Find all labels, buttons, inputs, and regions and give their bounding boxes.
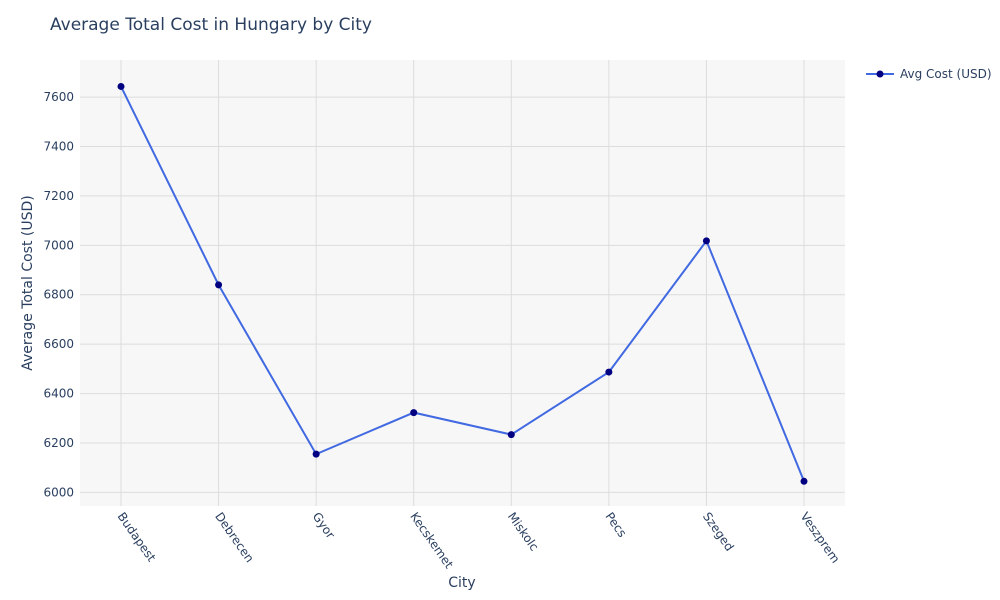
y-tick-label: 7400 <box>43 139 74 153</box>
y-axis-title: Average Total Cost (USD) <box>20 195 36 371</box>
x-tick-label: Kecskemet <box>407 510 456 572</box>
data-point-budapest[interactable] <box>117 82 125 90</box>
y-tick-label: 7600 <box>43 90 74 104</box>
y-tick-label: 7200 <box>43 189 74 203</box>
series-layer <box>117 82 808 485</box>
legend-label: Avg Cost (USD) <box>900 67 992 81</box>
x-tick-label: Veszprem <box>798 510 843 566</box>
data-point-szeged[interactable] <box>702 237 710 245</box>
y-tick-label: 6600 <box>43 337 74 351</box>
y-tick-label: 6800 <box>43 288 74 302</box>
y-tick-label: 7000 <box>43 238 74 252</box>
data-point-pecs[interactable] <box>605 368 613 376</box>
x-axis-title: City <box>448 575 475 591</box>
data-point-kecskemet[interactable] <box>410 409 418 417</box>
x-tick-label: Debrecen <box>212 510 257 565</box>
x-axis-ticks: Budapest Debrecen Gyor Kecskemet Miskolc Pecs… <box>115 510 843 572</box>
legend[interactable]: Avg Cost (USD) <box>866 67 992 81</box>
chart-title: Average Total Cost in Hungary by City <box>50 15 372 35</box>
x-tick-label: Budapest <box>115 510 159 565</box>
y-axis-ticks: 6000 6200 6400 6600 6800 7000 7200 7400 7600 <box>43 90 74 499</box>
data-point-debrecen[interactable] <box>215 281 223 289</box>
legend-marker-icon <box>876 70 884 78</box>
x-tick-label: Szeged <box>700 510 737 554</box>
y-tick-label: 6400 <box>43 387 74 401</box>
series-line <box>120 85 805 482</box>
x-tick-label: Gyor <box>310 510 338 542</box>
x-tick-label: Miskolc <box>505 510 542 554</box>
y-tick-label: 6200 <box>43 436 74 450</box>
plot-background <box>80 60 845 506</box>
data-point-miskolc[interactable] <box>507 431 515 439</box>
data-point-gyor[interactable] <box>312 450 320 458</box>
y-tick-label: 6000 <box>43 485 74 499</box>
x-tick-label: Pecs <box>602 510 629 540</box>
data-point-veszprem[interactable] <box>800 477 808 485</box>
